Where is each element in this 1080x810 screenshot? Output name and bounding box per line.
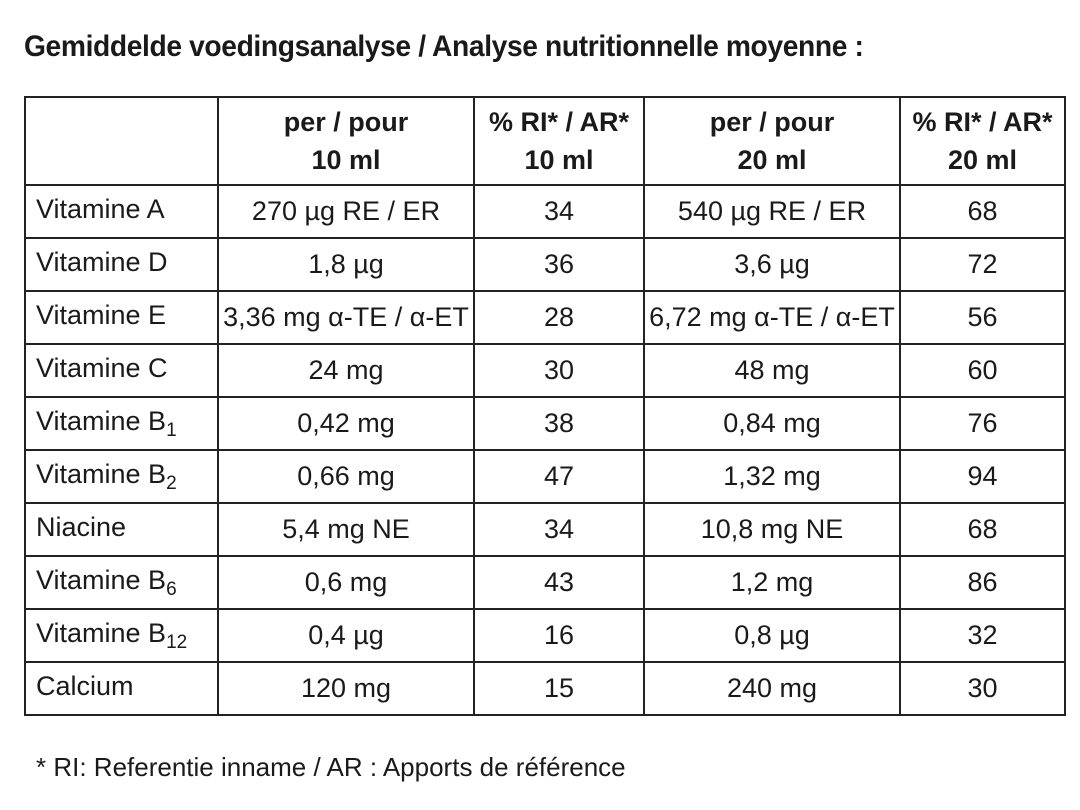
per-10ml-value: 1,8 µg [217,237,475,292]
per-10ml-value: 0,4 µg [217,608,475,663]
nutrient-subscript: 6 [166,578,177,600]
ri-20ml-value: 68 [899,502,1066,557]
nutrient-subscript: 1 [166,419,177,441]
per-20ml-value: 0,8 µg [643,608,901,663]
per-20ml-value: 48 mg [643,343,901,398]
nutrient-name: Vitamine B [36,405,167,436]
per-20ml-value: 540 µg RE / ER [643,184,901,239]
header-per-20ml-line2: 20 ml [737,145,807,175]
nutrient-name-cell: Vitamine B6 [24,555,219,610]
table-row: Vitamine B6 0,6 mg 43 1,2 mg 86 [24,555,1066,610]
per-20ml-value: 0,84 mg [643,396,901,451]
ri-20ml-value: 60 [899,343,1066,398]
per-20ml-value: 1,2 mg [643,555,901,610]
header-per-10ml-line1: per / pour [283,107,409,137]
nutrient-name: Vitamine B [36,458,167,489]
ri-10ml-value: 30 [473,343,645,398]
ri-20ml-value: 72 [899,237,1066,292]
header-per-20ml-line1: per / pour [709,107,835,137]
header-ri-10ml: % RI* / AR* 10 ml [473,96,645,186]
header-ri-20ml: % RI* / AR* 20 ml [899,96,1066,186]
nutrient-name-cell: Vitamine A [24,184,219,239]
table-row: Niacine 5,4 mg NE 34 10,8 mg NE 68 [24,502,1066,557]
nutrient-subscript: 12 [166,631,188,653]
header-per-10ml-line2: 10 ml [311,145,381,175]
ri-10ml-value: 43 [473,555,645,610]
ri-10ml-value: 34 [473,502,645,557]
ri-10ml-value: 34 [473,184,645,239]
nutrient-name-cell: Vitamine B1 [24,396,219,451]
nutrient-name: Vitamine D [36,246,168,277]
nutrient-name-cell: Vitamine E [24,290,219,345]
nutrient-name-cell: Niacine [24,502,219,557]
nutrient-name-cell: Vitamine C [24,343,219,398]
ri-20ml-value: 56 [899,290,1066,345]
table-row: Vitamine E 3,36 mg α-TE / α-ET 28 6,72 m… [24,290,1066,345]
nutrient-name: Vitamine E [36,299,167,330]
table-row: Vitamine D 1,8 µg 36 3,6 µg 72 [24,237,1066,292]
ri-10ml-value: 36 [473,237,645,292]
per-10ml-value: 24 mg [217,343,475,398]
table-row: Vitamine A 270 µg RE / ER 34 540 µg RE /… [24,184,1066,239]
nutrient-name: Vitamine B [36,564,167,595]
nutrient-name: Vitamine B [36,617,167,648]
nutrient-name: Calcium [36,670,134,701]
table-row: Vitamine C 24 mg 30 48 mg 60 [24,343,1066,398]
ri-20ml-value: 76 [899,396,1066,451]
table-row: Calcium 120 mg 15 240 mg 30 [24,661,1066,716]
ri-20ml-value: 94 [899,449,1066,504]
header-ri-10ml-line2: 10 ml [524,145,594,175]
nutrient-name: Vitamine A [36,193,165,224]
nutrition-table: per / pour 10 ml % RI* / AR* 10 ml per /… [24,96,1066,716]
ri-10ml-value: 47 [473,449,645,504]
ri-20ml-value: 32 [899,608,1066,663]
ri-10ml-value: 16 [473,608,645,663]
header-per-10ml: per / pour 10 ml [217,96,475,186]
per-20ml-value: 10,8 mg NE [643,502,901,557]
per-20ml-value: 240 mg [643,661,901,716]
nutrient-name: Niacine [36,511,127,542]
ri-20ml-value: 68 [899,184,1066,239]
per-10ml-value: 0,42 mg [217,396,475,451]
table-header-row: per / pour 10 ml % RI* / AR* 10 ml per /… [24,96,1066,186]
per-20ml-value: 3,6 µg [643,237,901,292]
nutrient-name-cell: Vitamine B2 [24,449,219,504]
header-ri-20ml-line2: 20 ml [947,145,1018,175]
per-10ml-value: 0,66 mg [217,449,475,504]
header-ri-20ml-line1: % RI* / AR* [912,107,1053,137]
table-row: Vitamine B12 0,4 µg 16 0,8 µg 32 [24,608,1066,663]
nutrient-subscript: 2 [166,472,177,494]
header-empty-cell [24,96,219,186]
nutrient-name-cell: Calcium [24,661,219,716]
ri-10ml-value: 28 [473,290,645,345]
ri-20ml-value: 30 [899,661,1066,716]
per-10ml-value: 0,6 mg [217,555,475,610]
per-20ml-value: 1,32 mg [643,449,901,504]
header-per-20ml: per / pour 20 ml [643,96,901,186]
ri-10ml-value: 38 [473,396,645,451]
per-10ml-value: 270 µg RE / ER [217,184,475,239]
page-title: Gemiddelde voedingsanalyse / Analyse nut… [24,30,864,63]
per-10ml-value: 3,36 mg α-TE / α-ET [217,290,475,345]
table-row: Vitamine B1 0,42 mg 38 0,84 mg 76 [24,396,1066,451]
footnote: * RI: Referentie inname / AR : Apports d… [36,752,626,782]
per-10ml-value: 120 mg [217,661,475,716]
table-row: Vitamine B2 0,66 mg 47 1,32 mg 94 [24,449,1066,504]
nutrient-name: Vitamine C [36,352,168,383]
ri-20ml-value: 86 [899,555,1066,610]
per-20ml-value: 6,72 mg α-TE / α-ET [643,290,901,345]
per-10ml-value: 5,4 mg NE [217,502,475,557]
ri-10ml-value: 15 [473,661,645,716]
nutrient-name-cell: Vitamine D [24,237,219,292]
header-ri-10ml-line1: % RI* / AR* [488,107,630,137]
nutrient-name-cell: Vitamine B12 [24,608,219,663]
